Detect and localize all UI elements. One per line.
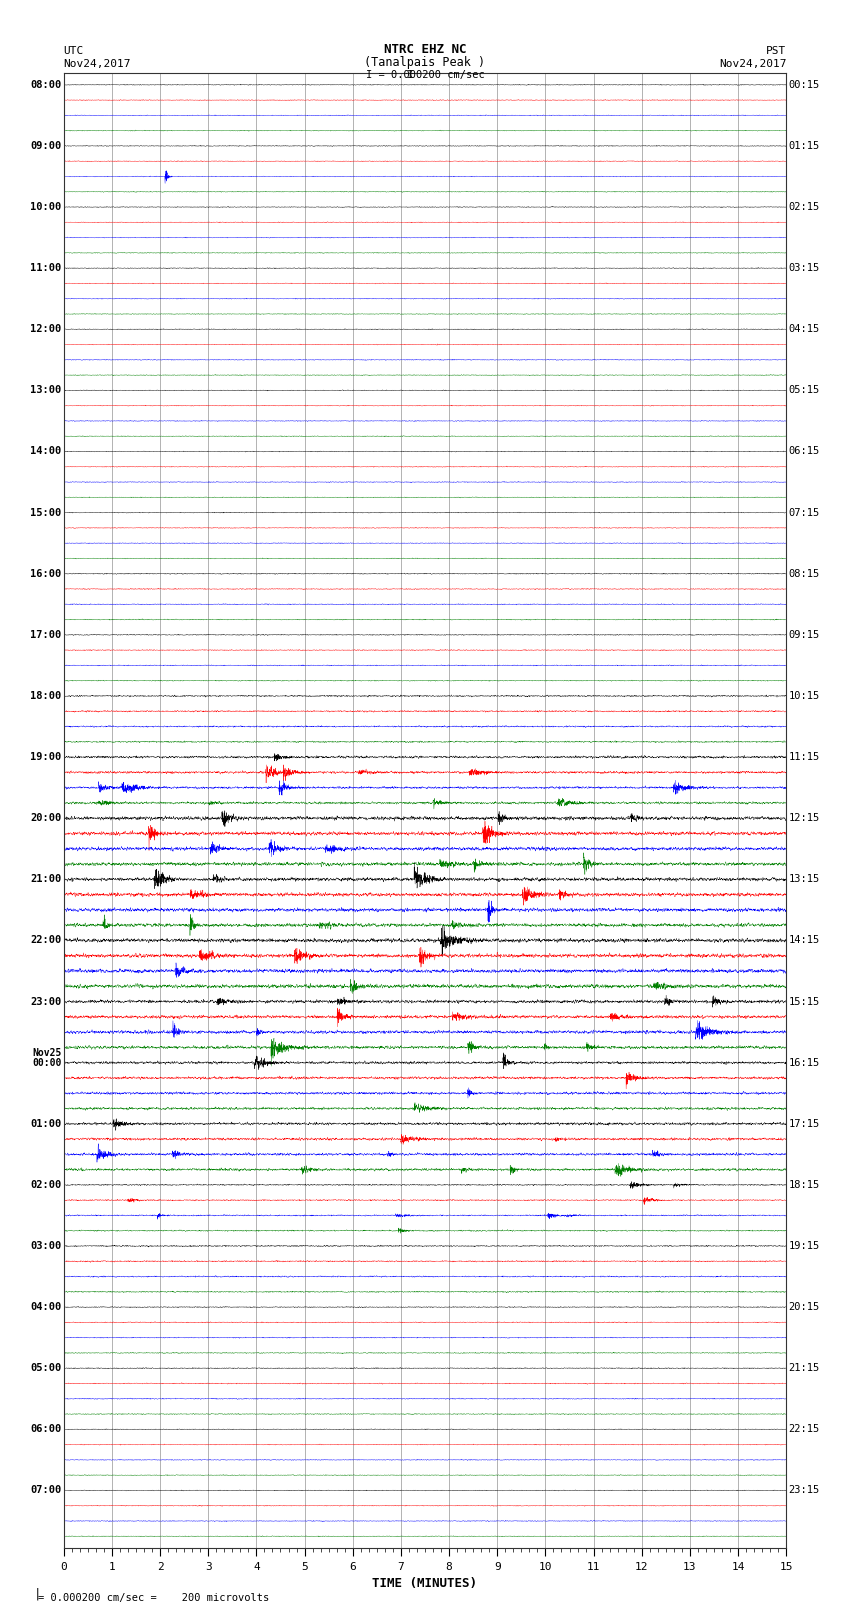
Text: 07:15: 07:15 bbox=[789, 508, 819, 518]
Text: Nov24,2017: Nov24,2017 bbox=[64, 60, 131, 69]
Text: 02:00: 02:00 bbox=[31, 1179, 61, 1190]
Text: 13:00: 13:00 bbox=[31, 386, 61, 395]
Text: 10:00: 10:00 bbox=[31, 202, 61, 211]
X-axis label: TIME (MINUTES): TIME (MINUTES) bbox=[372, 1578, 478, 1590]
Text: |: | bbox=[34, 1587, 42, 1600]
Text: 16:15: 16:15 bbox=[789, 1058, 819, 1068]
Text: 13:15: 13:15 bbox=[789, 874, 819, 884]
Text: 00:00: 00:00 bbox=[32, 1058, 61, 1068]
Text: 18:00: 18:00 bbox=[31, 690, 61, 702]
Text: I: I bbox=[407, 69, 414, 79]
Text: 04:15: 04:15 bbox=[789, 324, 819, 334]
Text: 11:00: 11:00 bbox=[31, 263, 61, 273]
Text: NTRC EHZ NC: NTRC EHZ NC bbox=[383, 44, 467, 56]
Text: I = 0.000200 cm/sec: I = 0.000200 cm/sec bbox=[366, 69, 484, 79]
Text: 07:00: 07:00 bbox=[31, 1486, 61, 1495]
Text: 06:00: 06:00 bbox=[31, 1424, 61, 1434]
Text: 12:15: 12:15 bbox=[789, 813, 819, 823]
Text: 15:15: 15:15 bbox=[789, 997, 819, 1007]
Text: 17:15: 17:15 bbox=[789, 1119, 819, 1129]
Text: 01:00: 01:00 bbox=[31, 1119, 61, 1129]
Text: 16:00: 16:00 bbox=[31, 569, 61, 579]
Text: Nov25: Nov25 bbox=[32, 1048, 61, 1058]
Text: 20:00: 20:00 bbox=[31, 813, 61, 823]
Text: 23:15: 23:15 bbox=[789, 1486, 819, 1495]
Text: 06:15: 06:15 bbox=[789, 447, 819, 456]
Text: 21:00: 21:00 bbox=[31, 874, 61, 884]
Text: 00:15: 00:15 bbox=[789, 79, 819, 90]
Text: 19:00: 19:00 bbox=[31, 752, 61, 761]
Text: 15:00: 15:00 bbox=[31, 508, 61, 518]
Text: 09:15: 09:15 bbox=[789, 629, 819, 640]
Text: 04:00: 04:00 bbox=[31, 1302, 61, 1311]
Text: 18:15: 18:15 bbox=[789, 1179, 819, 1190]
Text: (Tanalpais Peak ): (Tanalpais Peak ) bbox=[365, 56, 485, 69]
Text: 10:15: 10:15 bbox=[789, 690, 819, 702]
Text: 08:15: 08:15 bbox=[789, 569, 819, 579]
Text: 02:15: 02:15 bbox=[789, 202, 819, 211]
Text: 14:00: 14:00 bbox=[31, 447, 61, 456]
Text: 22:15: 22:15 bbox=[789, 1424, 819, 1434]
Text: 05:00: 05:00 bbox=[31, 1363, 61, 1373]
Text: 11:15: 11:15 bbox=[789, 752, 819, 761]
Text: 09:00: 09:00 bbox=[31, 140, 61, 152]
Text: 12:00: 12:00 bbox=[31, 324, 61, 334]
Text: PST: PST bbox=[766, 47, 786, 56]
Text: Nov24,2017: Nov24,2017 bbox=[719, 60, 786, 69]
Text: 03:00: 03:00 bbox=[31, 1240, 61, 1252]
Text: 08:00: 08:00 bbox=[31, 79, 61, 90]
Text: 03:15: 03:15 bbox=[789, 263, 819, 273]
Text: 22:00: 22:00 bbox=[31, 936, 61, 945]
Text: 14:15: 14:15 bbox=[789, 936, 819, 945]
Text: = 0.000200 cm/sec =    200 microvolts: = 0.000200 cm/sec = 200 microvolts bbox=[38, 1594, 269, 1603]
Text: 05:15: 05:15 bbox=[789, 386, 819, 395]
Text: UTC: UTC bbox=[64, 47, 84, 56]
Text: 21:15: 21:15 bbox=[789, 1363, 819, 1373]
Text: 19:15: 19:15 bbox=[789, 1240, 819, 1252]
Text: 20:15: 20:15 bbox=[789, 1302, 819, 1311]
Text: 23:00: 23:00 bbox=[31, 997, 61, 1007]
Text: 17:00: 17:00 bbox=[31, 629, 61, 640]
Text: 01:15: 01:15 bbox=[789, 140, 819, 152]
